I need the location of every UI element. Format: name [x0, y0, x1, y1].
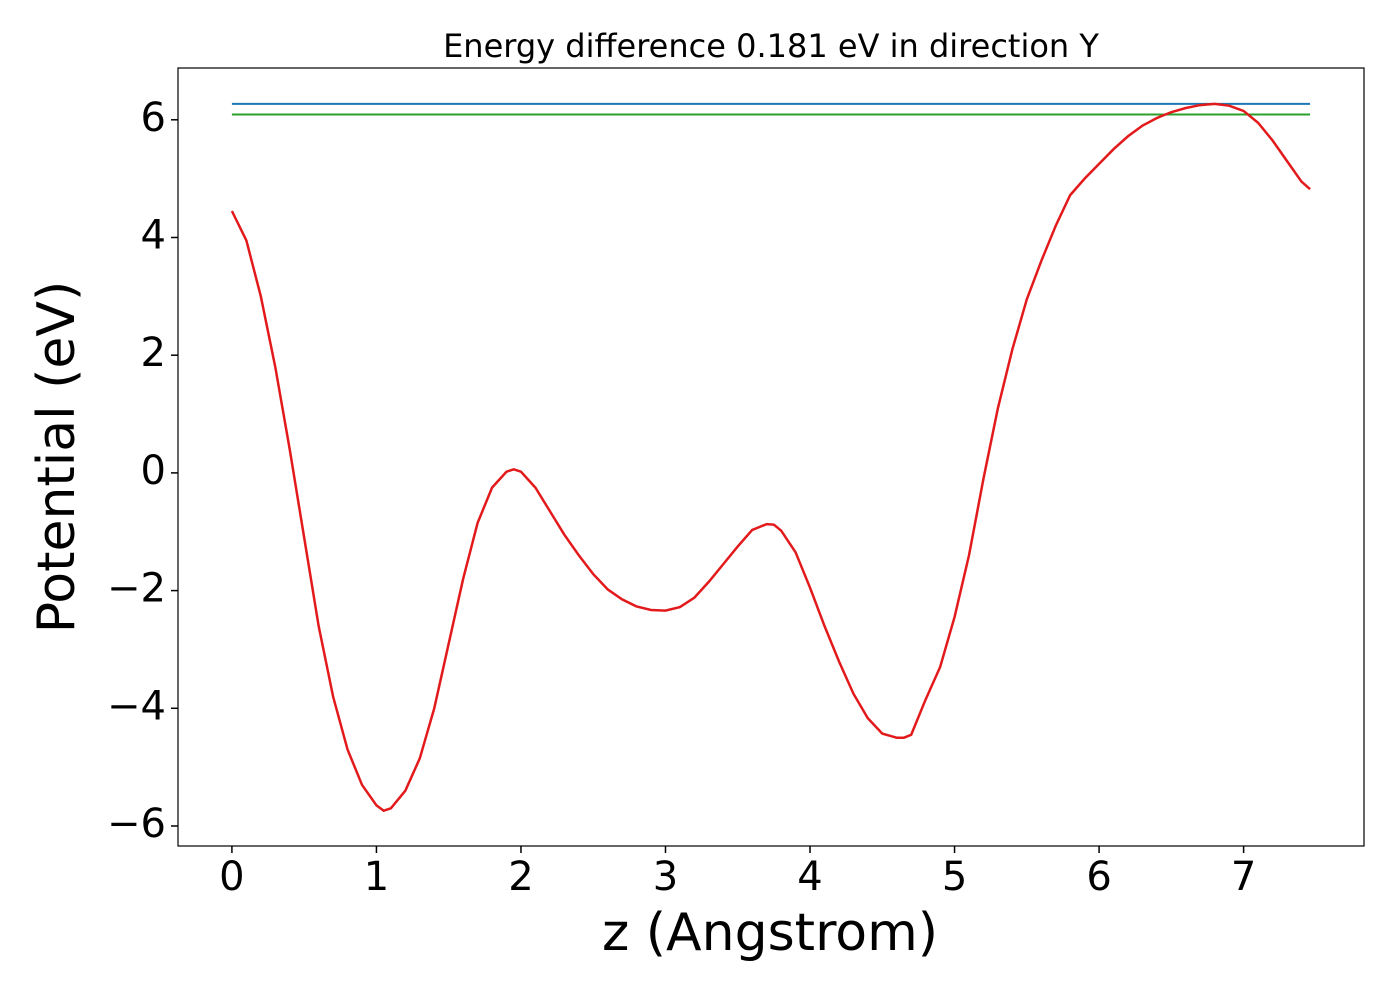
y-tick-label: 4 — [141, 212, 166, 258]
y-tick-label: 6 — [141, 95, 166, 141]
y-tick-label: 2 — [141, 330, 166, 376]
y-tick-label: 0 — [141, 448, 166, 494]
y-tick-label: −6 — [107, 801, 166, 847]
line-series — [230, 102, 1311, 813]
x-tick-label: 5 — [942, 854, 967, 900]
x-tick-label: 3 — [653, 854, 678, 900]
chart-title: Energy difference 0.181 eV in direction … — [443, 27, 1099, 65]
x-tick-label: 7 — [1231, 854, 1256, 900]
y-tick-label: −2 — [107, 566, 166, 612]
x-tick-label: 6 — [1086, 854, 1111, 900]
x-tick-label: 0 — [219, 854, 244, 900]
x-tick-label: 4 — [797, 854, 822, 900]
plot-frame — [177, 67, 1365, 847]
y-axis-label: Potential (eV) — [27, 281, 87, 633]
x-axis-label: z (Angstrom) — [602, 903, 938, 963]
x-tick-label: 1 — [364, 854, 389, 900]
x-tick-label: 2 — [508, 854, 533, 900]
y-tick-label: −4 — [107, 683, 166, 729]
